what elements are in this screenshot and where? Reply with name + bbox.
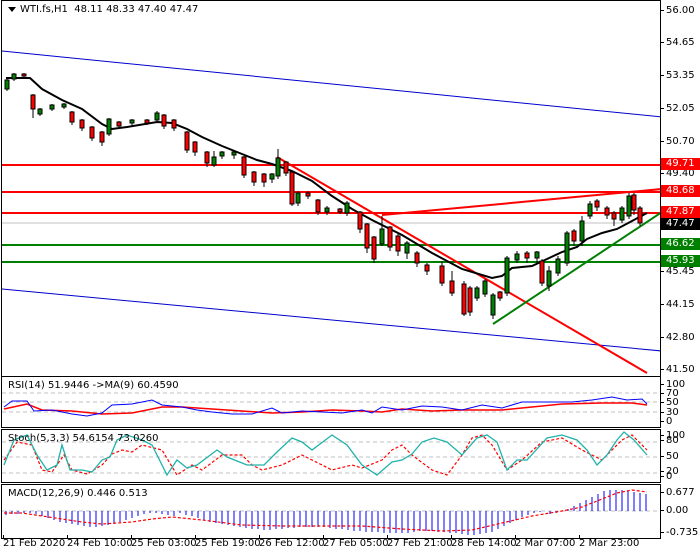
price-chart-svg xyxy=(2,50,660,374)
stoch-tick: 80 xyxy=(661,435,679,446)
time-tick: 27 Feb 05:00 xyxy=(323,535,389,549)
time-tick: 2 Mar 23:00 xyxy=(579,535,640,549)
price-tick: 53.35 xyxy=(661,70,695,81)
time-tick: 25 Feb 19:00 xyxy=(195,535,261,549)
rsi-tick: 30 xyxy=(661,407,679,418)
macd-signal-line xyxy=(4,489,648,532)
macd-title: MACD(12,26,9) 0.446 0.513 xyxy=(8,488,148,499)
stoch-title: Stoch(5,3,3) 54.6154 73.0260 xyxy=(8,433,159,444)
time-tick: 25 Feb 03:00 xyxy=(131,535,197,549)
downtrend-line xyxy=(276,156,648,374)
support-badge: 46.62 xyxy=(661,238,700,250)
macd-svg xyxy=(2,489,660,535)
rsi-title: RSI(14) 51.9446 ->MA(9) 60.4590 xyxy=(8,380,179,391)
time-tick: 28 Feb 14:00 xyxy=(451,535,517,549)
stoch-tick: 20 xyxy=(661,466,679,477)
macd-axis: 0.677 0.00 -0.735 xyxy=(661,484,700,539)
time-tick: 26 Feb 12:00 xyxy=(259,535,325,549)
moving-average-line xyxy=(6,77,648,280)
chart-title: WTI.fs,H1 48.11 48.33 47.40 47.47 xyxy=(8,4,198,15)
time-tick: 24 Feb 10:00 xyxy=(67,535,133,549)
stoch-axis: 100 80 50 20 0 xyxy=(661,429,700,483)
time-tick: 2 Mar 07:00 xyxy=(515,535,576,549)
current-price-badge: 47.47 xyxy=(661,218,700,230)
candlesticks xyxy=(4,73,643,319)
rsi-tick: 100 xyxy=(661,379,685,390)
rsi-tick: 0 xyxy=(661,416,672,427)
price-chart-panel[interactable]: WTI.fs,H1 48.11 48.33 47.40 47.47 xyxy=(1,0,661,377)
rsi-tick: 70 xyxy=(661,388,679,399)
price-tick: 45.45 xyxy=(661,266,695,277)
price-tick: 49.40 xyxy=(661,168,695,179)
lower-channel-line xyxy=(2,288,660,352)
resistance-badge: 49.71 xyxy=(661,158,700,170)
time-tick: 27 Feb 21:00 xyxy=(387,535,453,549)
stoch-tick: 100 xyxy=(661,430,685,441)
resistance-badge: 47.87 xyxy=(661,206,700,218)
price-axis[interactable]: 56.00 54.65 53.35 52.05 50.70 49.40 45.4… xyxy=(661,0,700,377)
price-tick: 42.80 xyxy=(661,332,695,343)
stoch-svg xyxy=(2,431,660,477)
macd-tick: -0.735 xyxy=(661,527,698,538)
price-tick: 52.05 xyxy=(661,103,695,114)
macd-tick: 0.00 xyxy=(661,505,688,516)
macd-panel[interactable]: MACD(12,26,9) 0.446 0.513 xyxy=(1,484,661,539)
rsi-axis: 100 70 50 30 0 xyxy=(661,376,700,428)
ohlc-values: 48.11 48.33 47.40 47.47 xyxy=(74,4,199,15)
uptrend-line xyxy=(492,212,660,325)
time-axis[interactable]: 21 Feb 2020 24 Feb 10:00 25 Feb 03:00 25… xyxy=(0,535,700,560)
rsi-panel[interactable]: RSI(14) 51.9446 ->MA(9) 60.4590 xyxy=(1,376,661,428)
upper-channel-line xyxy=(2,50,660,118)
support-badge: 45.93 xyxy=(661,255,700,267)
stoch-tick: 50 xyxy=(661,451,679,462)
resistance-badge: 48.68 xyxy=(661,185,700,197)
price-tick: 54.65 xyxy=(661,37,695,48)
price-tick: 56.00 xyxy=(661,5,695,16)
price-tick: 50.70 xyxy=(661,136,695,147)
stochastic-panel[interactable]: Stoch(5,3,3) 54.6154 73.0260 xyxy=(1,429,661,483)
symbol-label: WTI.fs,H1 xyxy=(20,4,68,15)
macd-tick: 0.677 xyxy=(661,487,695,498)
rsi-svg xyxy=(2,392,660,417)
price-tick: 44.15 xyxy=(661,299,695,310)
rsi-tick: 50 xyxy=(661,397,679,408)
rising-resistance-line xyxy=(381,188,660,216)
triangle-down-icon[interactable] xyxy=(8,6,16,12)
macd-histogram xyxy=(5,490,647,535)
price-tick: 41.50 xyxy=(661,364,695,375)
time-tick: 21 Feb 2020 xyxy=(3,535,66,549)
stoch-tick: 0 xyxy=(661,471,672,482)
